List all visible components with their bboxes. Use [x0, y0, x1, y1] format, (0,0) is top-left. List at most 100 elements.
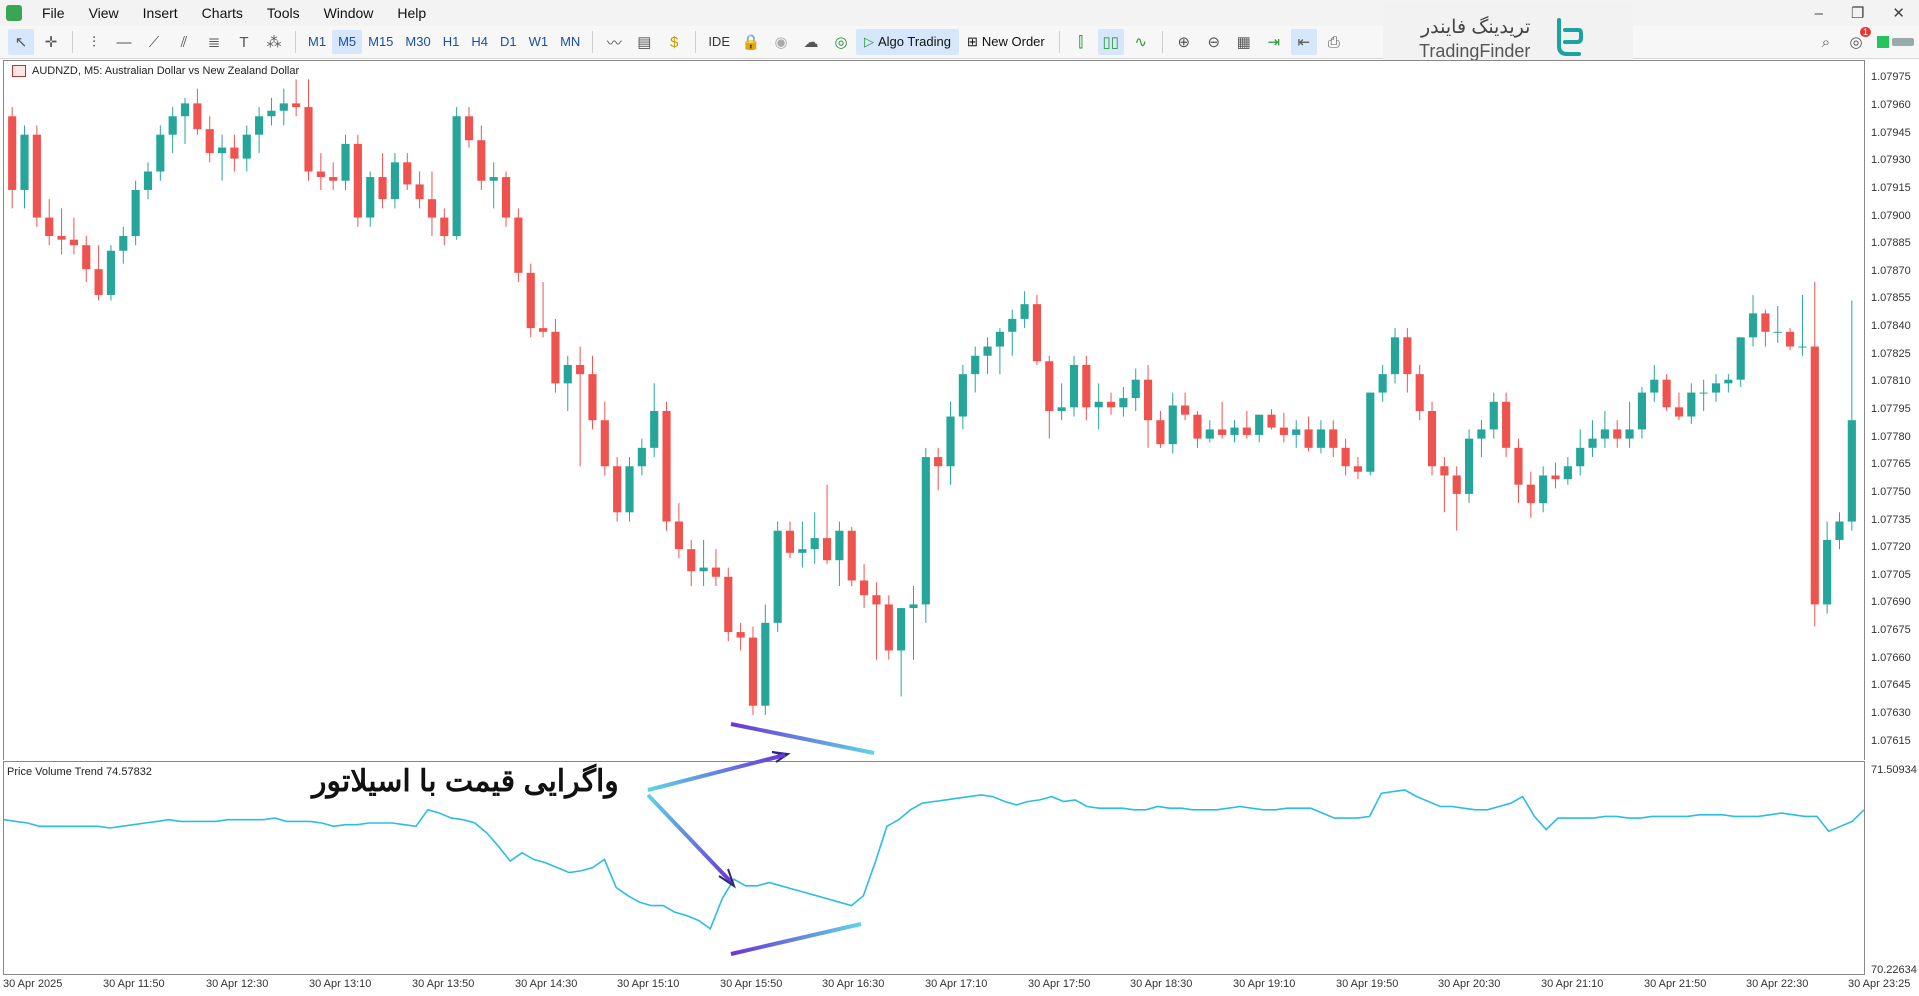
price-tick-label: 1.07960: [1871, 99, 1911, 112]
horizontal-line-icon[interactable]: —: [116, 33, 132, 51]
algo-trading-button[interactable]: ▷ Algo Trading: [855, 29, 959, 55]
new-order-button[interactable]: ⊞ New Order: [959, 29, 1053, 55]
timeframe-w1[interactable]: W1: [528, 34, 549, 49]
menu-help[interactable]: Help: [397, 5, 427, 21]
candle: [822, 484, 832, 564]
signal-icon[interactable]: ◉: [774, 34, 788, 51]
candle: [921, 447, 930, 623]
menu-charts[interactable]: Charts: [201, 5, 243, 21]
candle: [514, 208, 523, 283]
price-tick-label: 1.07795: [1871, 403, 1911, 415]
menu-tools[interactable]: Tools: [266, 5, 300, 21]
timeframe-h4[interactable]: H4: [471, 34, 488, 49]
grid-icon[interactable]: ▦: [1236, 34, 1251, 51]
candle: [1563, 457, 1572, 485]
price-tick-label: 1.07675: [1871, 624, 1911, 637]
candle: [1625, 401, 1634, 448]
vps-icon[interactable]: ◎: [834, 34, 848, 51]
bar-chart-icon[interactable]: ⫿: [1078, 33, 1084, 51]
candle: [872, 582, 881, 660]
cursor-icon[interactable]: ↖: [8, 29, 34, 55]
vertical-line-icon[interactable]: ⫶: [92, 33, 96, 51]
indicators-icon[interactable]: 〰: [606, 34, 622, 52]
pvt-line: [4, 789, 1864, 931]
candle: [1045, 355, 1054, 439]
candle: [674, 503, 683, 559]
fibonacci-icon[interactable]: ≣: [207, 34, 221, 51]
price-tick-label: 1.07615: [1871, 734, 1911, 747]
zoom-out-icon[interactable]: ⊖: [1207, 34, 1221, 51]
trendline-icon[interactable]: ⟋: [148, 33, 160, 51]
candle: [242, 125, 251, 172]
time-tick-label: 30 Apr 12:30: [206, 978, 269, 990]
candle: [736, 622, 745, 651]
candle: [958, 364, 967, 430]
candle: [1847, 300, 1856, 531]
menu-insert[interactable]: Insert: [142, 5, 178, 21]
timeframe-m5[interactable]: M5: [332, 30, 363, 54]
timeframe-h1[interactable]: H1: [442, 34, 460, 49]
minimize-icon[interactable]: –: [1814, 4, 1823, 22]
cloud-icon[interactable]: ☁: [803, 34, 819, 51]
indicator-axis-min: 70.22634: [1871, 964, 1917, 976]
timeframe-d1[interactable]: D1: [499, 34, 517, 49]
timeframe-m1[interactable]: M1: [308, 34, 327, 49]
candle: [1168, 392, 1177, 454]
channel-icon[interactable]: ⫽: [180, 33, 188, 51]
lock-icon[interactable]: 🔒: [741, 34, 761, 51]
text-tool-icon[interactable]: T: [239, 33, 249, 51]
indicator-pane[interactable]: Price Volume Trend 74.57832: [3, 761, 1865, 975]
candle: [1736, 337, 1745, 388]
candle: [1699, 379, 1708, 411]
candle: [156, 125, 165, 181]
menu-view[interactable]: View: [88, 5, 119, 21]
chart-shift-icon[interactable]: ⇤: [1290, 29, 1317, 55]
candle: [1403, 328, 1412, 393]
menu-window[interactable]: Window: [323, 5, 374, 21]
pvt-layer: [4, 789, 1864, 931]
candle: [1798, 294, 1807, 356]
restore-icon[interactable]: ❐: [1850, 5, 1865, 22]
timeframe-m15[interactable]: M15: [368, 34, 394, 49]
search-icon[interactable]: ⌕: [1821, 33, 1831, 51]
line-chart-icon[interactable]: ∿: [1134, 34, 1148, 51]
candle: [1477, 420, 1486, 458]
close-icon[interactable]: ✕: [1892, 5, 1905, 22]
candle: [1835, 512, 1844, 550]
candle: [662, 401, 671, 531]
timeframe-m30[interactable]: M30: [405, 34, 431, 49]
autoscroll-icon[interactable]: ⇥: [1267, 34, 1281, 51]
price-tick-label: 1.07645: [1871, 679, 1911, 692]
templates-icon[interactable]: ▤: [637, 34, 652, 51]
crosshair-icon[interactable]: ✛: [44, 34, 58, 51]
time-axis[interactable]: 30 Apr 2025 30 Apr 11:50 30 Apr 12:30 30 Ap…: [0, 975, 1919, 996]
ide-button[interactable]: IDE: [708, 34, 730, 49]
time-tick-label: 30 Apr 14:30: [515, 978, 578, 990]
notifications-icon[interactable]: ◎ 1: [1843, 27, 1871, 55]
candle: [304, 79, 313, 181]
indicator-axis[interactable]: 71.50934 70.22634: [1865, 761, 1919, 976]
candle: [1082, 355, 1091, 421]
candle: [761, 604, 770, 715]
candlestick-icon[interactable]: ▯▯: [1097, 29, 1124, 55]
timeframe-mn[interactable]: MN: [560, 34, 581, 49]
price-chart[interactable]: AUDNZD, M5: Australian Dollar vs New Zea…: [3, 60, 1865, 760]
brand-logo-icon: [1557, 18, 1583, 56]
candle: [1613, 420, 1622, 448]
candle: [1032, 294, 1042, 365]
candles-layer: [8, 79, 1856, 715]
screenshot-icon[interactable]: ⎙: [1327, 33, 1340, 51]
candle: [1242, 411, 1251, 439]
price-tick-label: 1.07975: [1871, 71, 1911, 84]
menu-file[interactable]: File: [42, 5, 65, 21]
time-tick-label: 30 Apr 16:30: [822, 978, 885, 990]
shapes-icon[interactable]: ⁂: [266, 34, 282, 51]
candle: [329, 162, 338, 190]
price-tick-label: 1.07810: [1871, 375, 1911, 388]
candle: [94, 245, 103, 301]
candle: [711, 549, 721, 586]
price-axis[interactable]: 1.07975 1.07960 1.07945 1.07930 1.07915 1.079…: [1865, 60, 1919, 760]
price-tick-label: 1.07660: [1871, 651, 1911, 664]
market-icon[interactable]: $: [670, 33, 679, 51]
zoom-in-icon[interactable]: ⊕: [1177, 34, 1191, 51]
